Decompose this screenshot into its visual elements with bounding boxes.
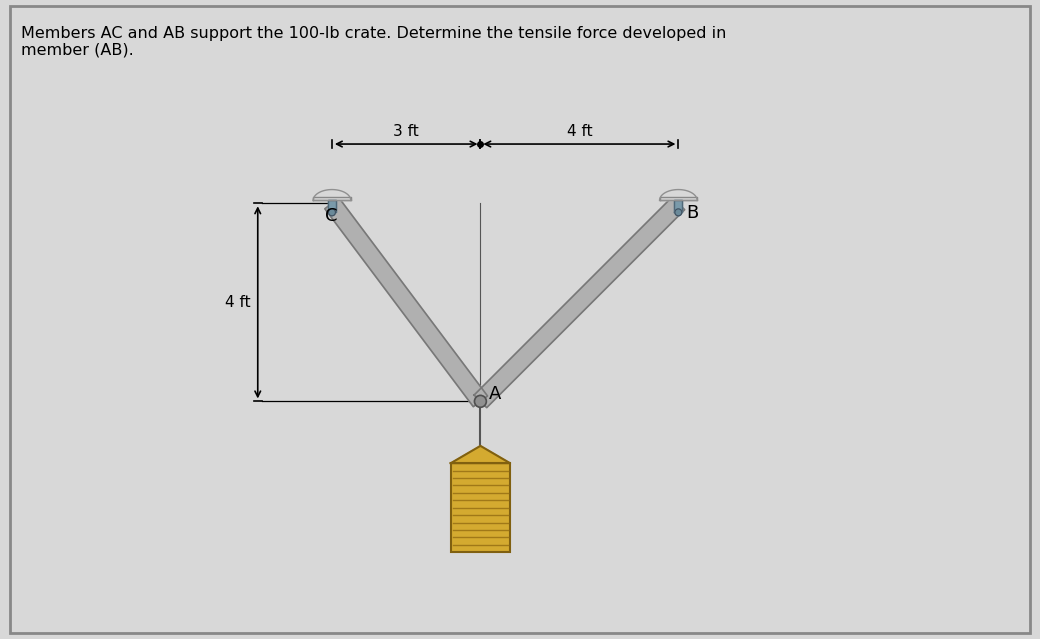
Text: 4 ft: 4 ft <box>225 295 251 310</box>
Polygon shape <box>659 197 697 201</box>
Text: 4 ft: 4 ft <box>567 124 592 139</box>
Text: B: B <box>685 204 698 222</box>
Polygon shape <box>674 201 682 212</box>
Polygon shape <box>450 446 510 463</box>
Circle shape <box>675 209 682 216</box>
Text: A: A <box>490 385 501 403</box>
Circle shape <box>474 396 487 407</box>
Polygon shape <box>313 197 350 201</box>
Polygon shape <box>324 198 488 406</box>
Circle shape <box>329 209 336 216</box>
Polygon shape <box>328 201 336 212</box>
Polygon shape <box>474 197 684 408</box>
Text: Members AC and AB support the 100-lb crate. Determine the tensile force develope: Members AC and AB support the 100-lb cra… <box>21 26 726 58</box>
Text: 3 ft: 3 ft <box>393 124 419 139</box>
Polygon shape <box>659 190 697 201</box>
Bar <box>450 463 510 552</box>
Polygon shape <box>313 190 350 201</box>
Text: C: C <box>324 207 337 225</box>
